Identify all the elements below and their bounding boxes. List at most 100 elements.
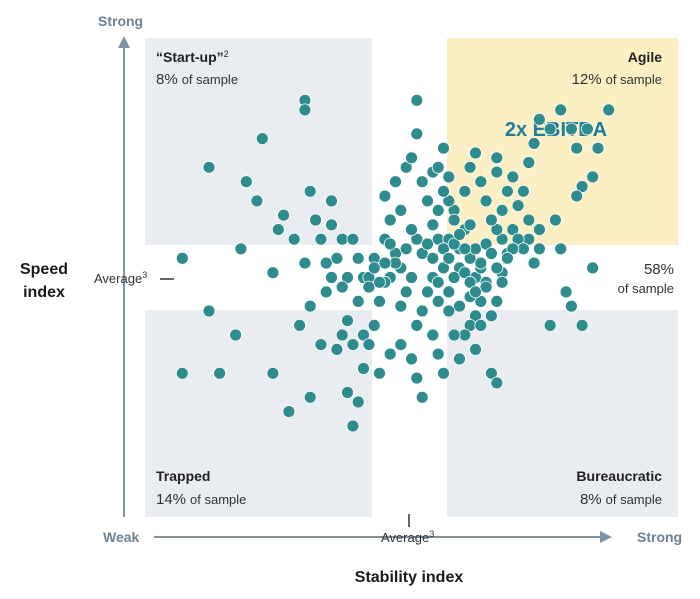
scatter-point-166 — [474, 256, 488, 270]
scatter-point-152 — [495, 203, 509, 217]
scatter-point-186 — [431, 275, 445, 289]
scatter-point-158 — [533, 242, 546, 256]
agile-pct: 12% — [572, 71, 602, 88]
scatter-point-27 — [175, 366, 189, 380]
svg-text:Average3: Average3 — [94, 270, 147, 286]
scatter-point-9 — [287, 232, 301, 246]
scatter-point-5 — [277, 208, 291, 222]
startup-pct: 8% — [156, 71, 178, 88]
scatter-point-109 — [437, 366, 450, 380]
scatter-point-192 — [463, 275, 477, 289]
scatter-point-6 — [303, 184, 317, 198]
scatter-point-95 — [367, 318, 381, 332]
scatter-point-32 — [303, 299, 317, 313]
scatter-point-190 — [453, 227, 466, 241]
scatter-point-103 — [394, 338, 408, 352]
bureaucratic-title: Bureaucratic — [576, 468, 662, 484]
scatter-point-175 — [405, 223, 418, 237]
scatter-point-83 — [431, 294, 445, 308]
scatter-point-143 — [500, 251, 514, 265]
scatter-point-102 — [383, 347, 397, 361]
scatter-point-39 — [335, 328, 349, 342]
scatter-point-197 — [490, 376, 504, 390]
scatter-point-2 — [255, 132, 269, 146]
scatter-point-104 — [405, 352, 418, 366]
scatter-point-153 — [500, 184, 514, 198]
startup-title: “Start-up” — [156, 49, 224, 65]
y-average-footnote: 3 — [142, 270, 147, 280]
scatter-point-193 — [469, 285, 482, 299]
scatter-point-150 — [463, 160, 477, 174]
scatter-point-3 — [239, 175, 253, 189]
scatter-point-29 — [229, 328, 243, 342]
scatter-point-188 — [442, 251, 456, 265]
scatter-point-128 — [554, 103, 568, 117]
scatter-points — [175, 93, 616, 433]
scatter-point-85 — [421, 285, 434, 299]
scatter-point-21 — [341, 271, 354, 284]
scatter-point-48 — [378, 189, 392, 203]
scatter-point-148 — [474, 175, 488, 189]
startup-pct-suffix: of sample — [182, 72, 238, 87]
svg-text:14%of sample: 14% of sample — [156, 491, 246, 508]
y-axis-title: Speed index — [20, 261, 68, 301]
quadrant-bureaucratic-label: Bureaucratic 8% of sample — [576, 468, 662, 508]
x-average-label: Average — [381, 530, 429, 545]
scatter-point-195 — [495, 275, 509, 289]
scatter-point-10 — [314, 232, 328, 246]
scatter-point-131 — [581, 122, 594, 136]
y-axis — [118, 36, 130, 517]
bureaucratic-pct-suffix: of sample — [606, 492, 662, 507]
scatter-point-125 — [527, 136, 541, 150]
quadrant-agile-label: Agile 12% of sample — [572, 49, 663, 88]
quadrant-agile-bg — [447, 38, 678, 245]
scatter-point-68 — [447, 271, 461, 284]
scatter-point-171 — [437, 184, 450, 198]
scatter-point-13 — [325, 218, 338, 232]
scatter-point-25 — [202, 160, 216, 174]
scatter-point-134 — [586, 170, 600, 184]
scatter-point-15 — [319, 256, 333, 270]
scatter-point-164 — [575, 318, 589, 332]
scatter-point-55 — [415, 175, 429, 189]
svg-text:8%of sample: 8% of sample — [156, 71, 238, 88]
scatter-point-74 — [484, 247, 498, 260]
scatter-point-1 — [298, 103, 312, 117]
scatter-point-108 — [431, 347, 445, 361]
scatter-point-43 — [351, 294, 365, 308]
scatter-point-61 — [437, 141, 450, 155]
scatter-point-35 — [282, 405, 296, 419]
scatter-point-101 — [373, 366, 386, 380]
scatter-point-130 — [570, 141, 584, 155]
scatter-point-33 — [293, 318, 307, 332]
scatter-point-142 — [506, 242, 520, 256]
scatter-point-157 — [522, 213, 536, 227]
scatter-point-114 — [469, 342, 482, 356]
scatter-point-176 — [399, 242, 413, 256]
startup-footnote: 2 — [224, 49, 229, 59]
scatter-point-174 — [410, 232, 424, 246]
scatter-point-7 — [271, 223, 285, 237]
scatter-point-185 — [426, 251, 440, 265]
x-axis-strong-label: Strong — [637, 529, 682, 545]
scatter-point-26 — [175, 251, 189, 265]
scatter-point-151 — [458, 184, 472, 198]
scatter-point-184 — [421, 237, 434, 251]
scatter-point-138 — [533, 223, 546, 237]
scatter-point-28 — [213, 366, 227, 380]
scatter-point-155 — [506, 170, 520, 184]
scatter-point-117 — [484, 309, 498, 323]
scatter-point-81 — [442, 285, 456, 299]
scatter-point-145 — [490, 223, 504, 237]
x-axis — [154, 531, 612, 543]
scatter-point-137 — [549, 213, 562, 227]
scatter-point-196 — [484, 366, 498, 380]
quadrant-startup-label: “Start-up”2 8% of sample — [156, 49, 238, 88]
scatter-point-11 — [309, 213, 323, 227]
scatter-point-88 — [405, 271, 418, 284]
scatter-point-57 — [426, 218, 440, 232]
scatter-point-106 — [415, 390, 429, 404]
scatter-point-141 — [517, 242, 530, 256]
scatter-point-80 — [453, 299, 466, 313]
